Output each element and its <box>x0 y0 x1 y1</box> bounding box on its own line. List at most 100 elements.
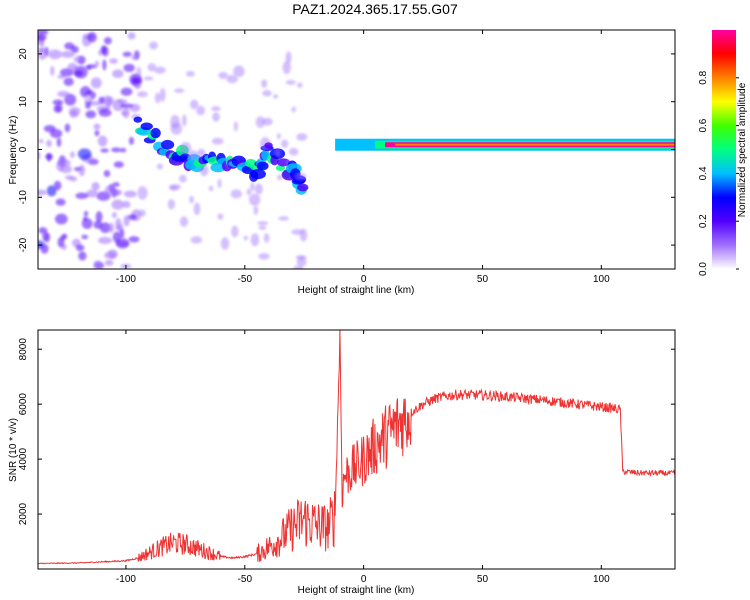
spectrogram-halo-blob <box>263 233 270 243</box>
spectrogram-halo-blob <box>294 172 307 181</box>
spectrogram-halo-blob <box>138 209 146 217</box>
spectrogram-blob <box>77 148 92 160</box>
spectrogram-blob <box>87 31 97 43</box>
spectrogram-blob <box>101 95 114 107</box>
spectrogram-blob <box>112 69 124 79</box>
spectrogram-halo-blob <box>230 189 242 199</box>
snr-series-line <box>38 330 675 565</box>
spectrogram-halo-blob <box>249 193 261 206</box>
spectrogram-track-blob <box>210 162 226 173</box>
spectrogram-x-label: Height of straight line (km) <box>298 285 415 296</box>
snr-x-ticks: -100 -50 0 50 100 <box>116 330 610 585</box>
spectrogram-y-tick-label: 10 <box>18 96 29 108</box>
colorbar-tick-label: 0.6 <box>698 118 709 132</box>
spectrogram-blob <box>56 137 62 148</box>
spectrogram-blob <box>90 77 102 89</box>
spectrogram-blob <box>119 147 127 153</box>
spectrogram-blob <box>63 77 74 87</box>
spectrogram-halo-blob <box>277 174 283 181</box>
colorbar-tick-label: 0.4 <box>698 166 709 180</box>
spectrogram-blob <box>48 49 62 60</box>
snr-y-tick-label: 2000 <box>18 502 29 525</box>
spectrogram-halo-blob <box>211 106 221 112</box>
spectrogram-halo-blob <box>208 185 214 192</box>
spectrogram-blob <box>52 99 64 106</box>
spectrogram-halo-blob <box>291 106 297 113</box>
spectrogram-halo-blob <box>154 92 161 104</box>
spectrogram-blob <box>69 106 81 116</box>
spectrogram-blob <box>91 182 100 191</box>
spectrogram-track-blob <box>140 122 153 131</box>
spectrogram-halo-blob <box>137 186 148 200</box>
spectrogram-blob <box>57 90 70 98</box>
spectrogram-halo-blob <box>217 213 224 220</box>
spectrogram-halo-blob <box>170 122 183 135</box>
spectrogram-x-ticks: -100 -50 0 50 100 <box>116 30 610 285</box>
spectrogram-blob <box>73 55 86 64</box>
figure-title: PAZ1.2024.365.17.55.G07 <box>292 1 458 17</box>
spectrogram-blob <box>111 199 125 210</box>
spectrogram-blob <box>64 93 77 106</box>
spectrogram-halo-blob <box>254 183 263 195</box>
spectrogram-blob <box>121 183 132 191</box>
spectrogram-blob <box>103 169 111 178</box>
spectrogram-blob <box>127 32 136 40</box>
snr-y-ticks: 2000 4000 6000 8000 <box>18 338 675 525</box>
spectrogram-blob <box>112 182 120 187</box>
spectrogram-x-tick-label: -50 <box>238 274 253 285</box>
colorbar-tick-label: 0.0 <box>698 262 709 276</box>
spectrogram-blob <box>81 234 89 240</box>
spectrogram-blob <box>122 106 130 119</box>
spectrogram-blob <box>49 128 63 139</box>
spectrogram-halo-blob <box>255 116 265 128</box>
spectrogram-blob <box>65 175 74 180</box>
spectrogram-blob <box>132 77 140 84</box>
spectrogram-blob <box>40 243 49 254</box>
snr-x-tick-label: -50 <box>238 574 253 585</box>
spectrogram-blob <box>103 37 112 45</box>
spectrogram-blob <box>98 236 112 245</box>
spectrogram-blob <box>84 94 92 103</box>
snr-y-tick-label: 8000 <box>18 338 29 361</box>
spectrogram-halo-blob <box>250 233 260 247</box>
snr-plot: -100 -50 0 50 100 2000 4000 6000 8000 Height of… <box>8 329 676 596</box>
spectrogram-y-ticks: -20 -10 0 10 20 <box>18 48 675 252</box>
spectrogram-halo-blob <box>190 99 199 110</box>
spectrogram-blob <box>102 46 109 57</box>
spectrogram-blob <box>120 87 133 96</box>
spectrogram-halo-blob <box>296 256 307 268</box>
spectrogram-halo-blob <box>179 142 192 155</box>
spectrogram-blob <box>111 212 117 219</box>
spectrogram-x-tick-label: 100 <box>593 274 610 285</box>
spectrogram-halo-blob <box>212 112 220 122</box>
snr-x-tick-label: -100 <box>116 574 136 585</box>
spectrogram-blob <box>83 210 89 217</box>
spectrogram-track-blob <box>150 127 161 139</box>
spectrogram-blob <box>64 42 75 50</box>
spectrogram-halo-blob <box>190 236 203 244</box>
spectrogram-blob <box>131 55 138 61</box>
spectrogram-blob <box>38 33 47 41</box>
spectrogram-x-tick-label: -100 <box>116 274 136 285</box>
colorbar-ticks: 0.0 0.2 0.4 0.6 0.8 <box>698 70 739 276</box>
spectrogram-blob <box>122 200 131 209</box>
spectrogram-blob <box>57 159 71 168</box>
spectrogram-track-blob <box>250 169 266 180</box>
spectrogram-blob <box>88 101 102 106</box>
spectrogram-blob <box>97 135 108 147</box>
colorbar-label: Normalized spectral amplitude <box>737 82 748 217</box>
spectrogram-blob <box>38 151 41 160</box>
spectrogram-track-blob <box>256 161 269 171</box>
spectrogram-halo-blob <box>199 164 209 177</box>
spectrogram-halo-blob <box>182 114 187 127</box>
spectrogram-halo-blob <box>262 117 273 126</box>
spectrogram-halo-blob <box>246 188 252 196</box>
spectrogram-track-blob <box>297 183 309 192</box>
spectrogram-x-tick-label: 50 <box>477 274 489 285</box>
spectrogram-y-label: Frequency (Hz) <box>8 116 19 185</box>
spectrogram-halo-blob <box>193 202 201 216</box>
spectrogram-blob <box>113 161 124 168</box>
spectrogram-blob <box>98 96 105 104</box>
spectrogram-halo-blob <box>211 137 224 145</box>
